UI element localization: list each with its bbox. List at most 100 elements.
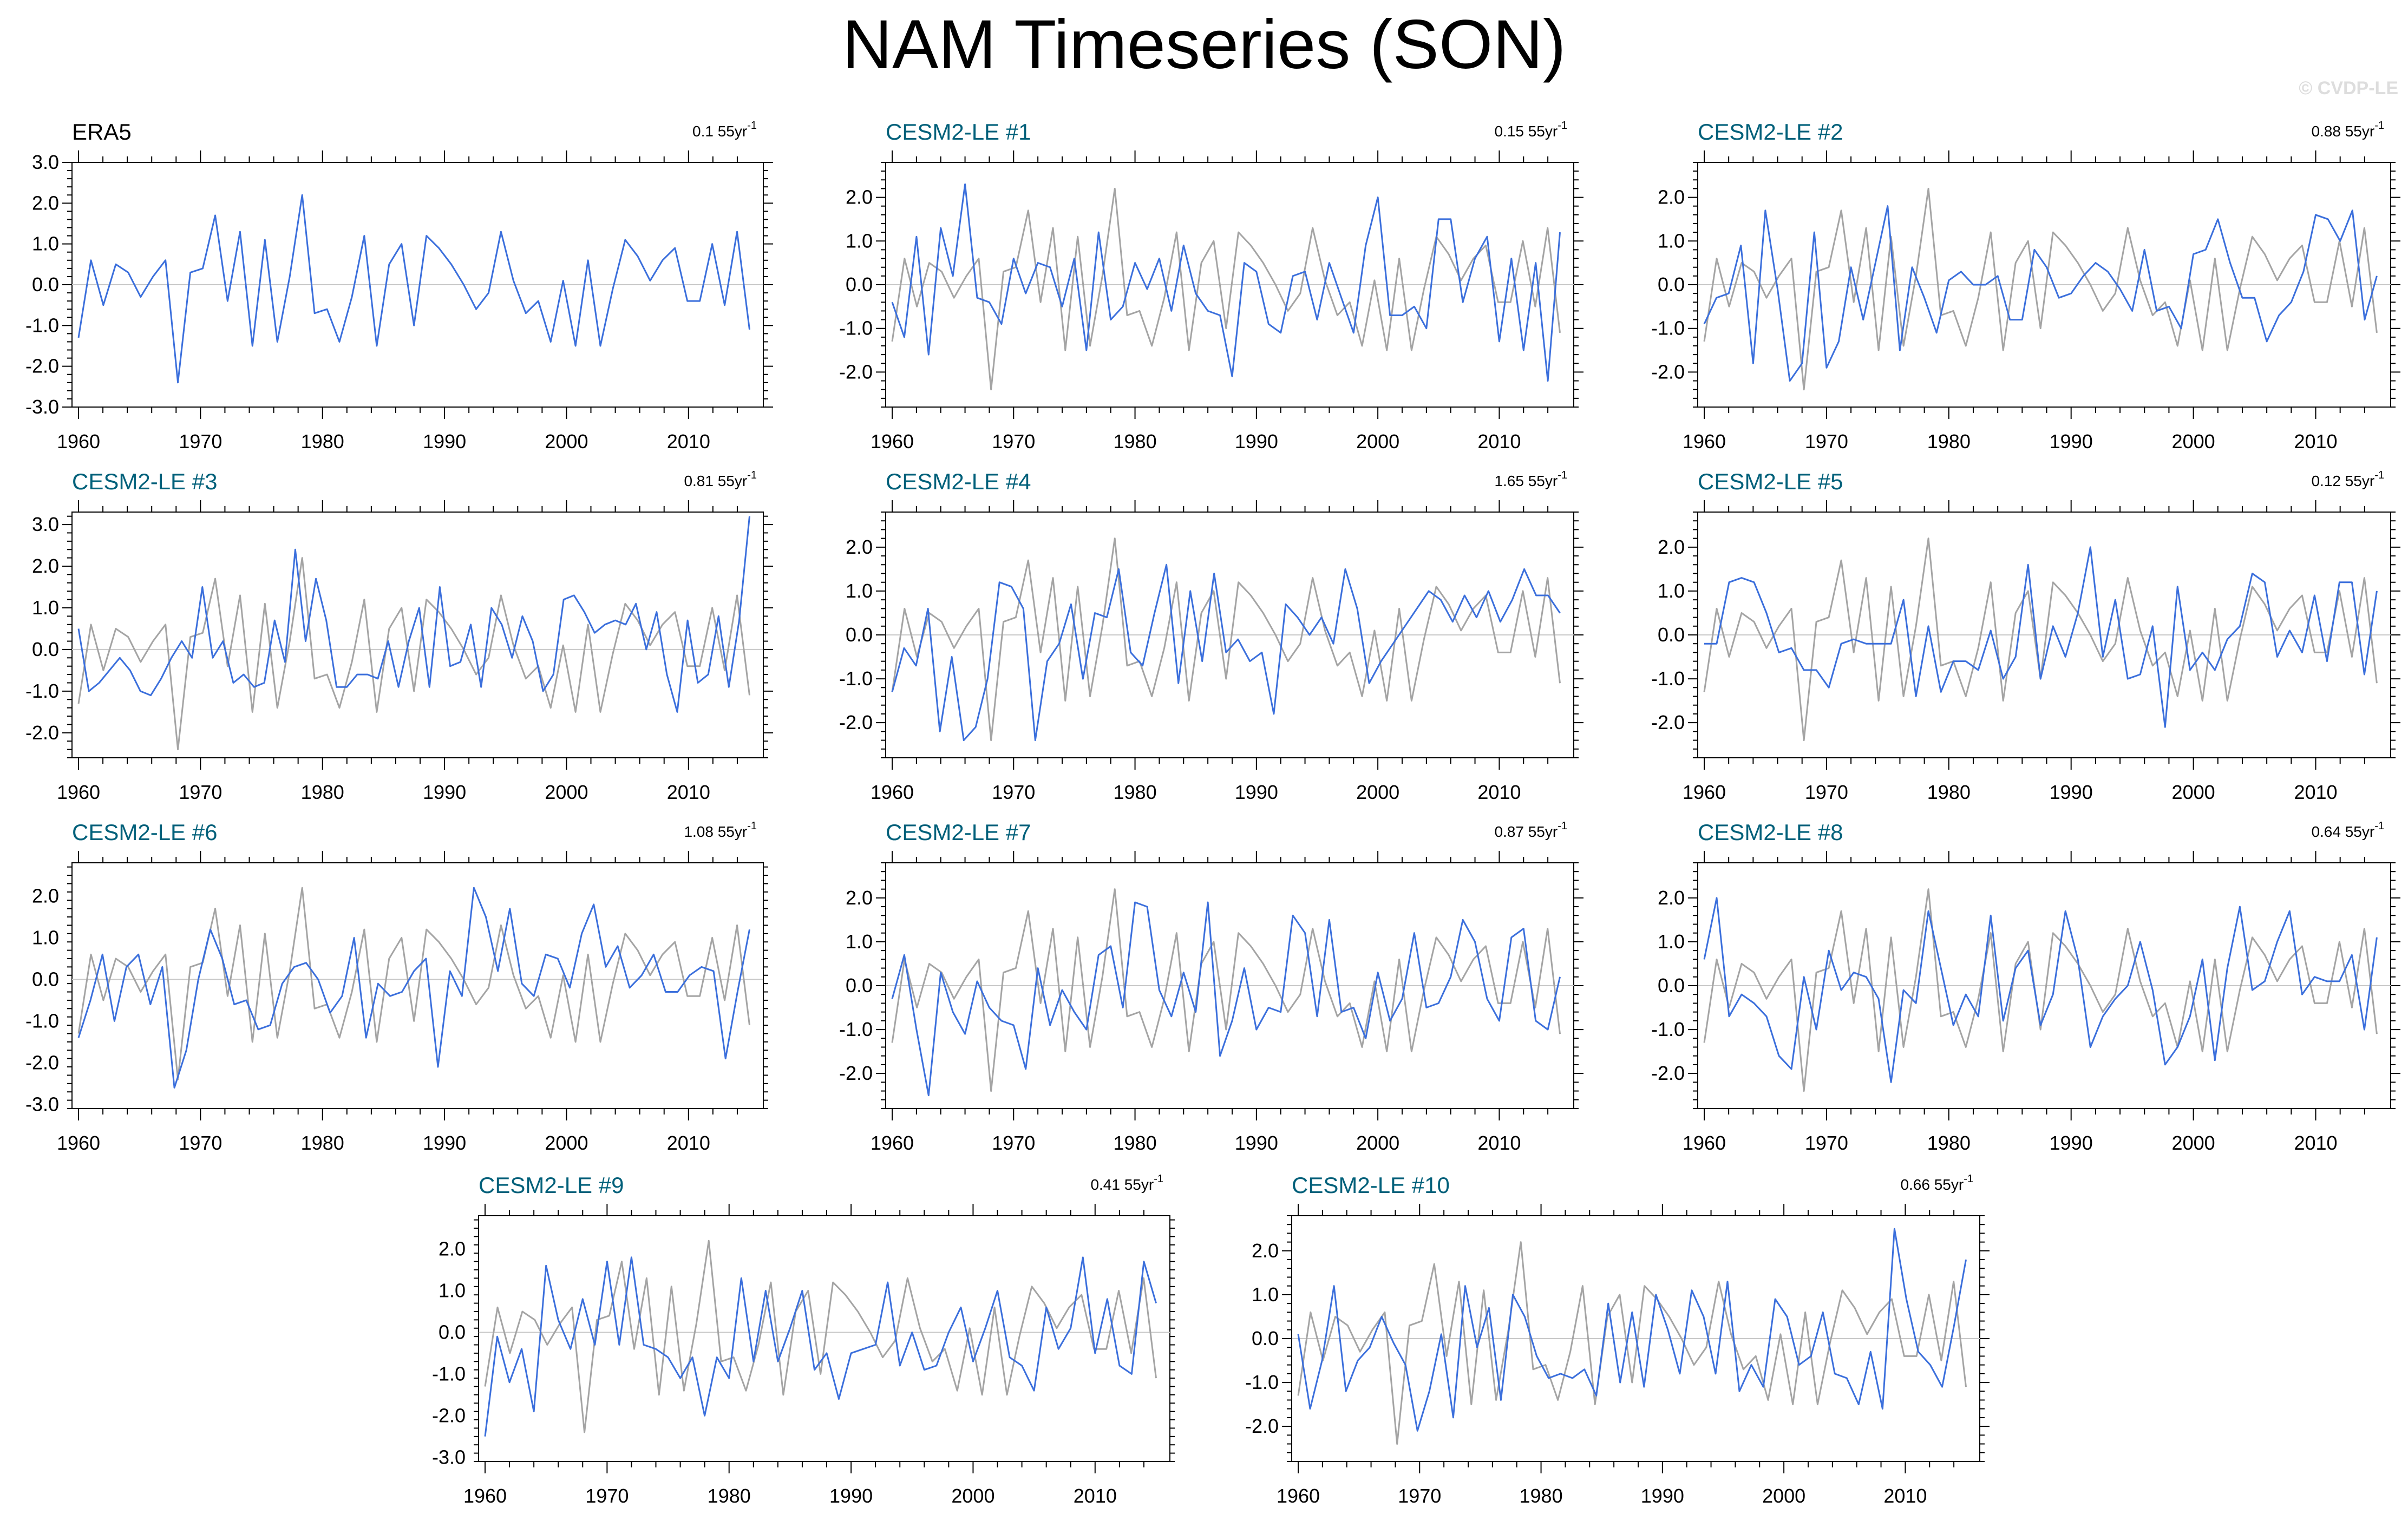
chart-panel: 2.0 1.0 0.0 -1.0 -2.0 1960 1970 1980 1990 2000 201…	[839, 819, 1583, 1154]
trend-value: 0.41 55yr	[1090, 1176, 1154, 1193]
y-tick-label: -1.0	[1245, 1371, 1279, 1393]
y-tick-label: 0.0	[1658, 624, 1685, 646]
x-tick-label: 2010	[1477, 781, 1521, 803]
x-tick-label: 2000	[545, 1132, 588, 1154]
y-tick-label: -2.0	[839, 360, 873, 383]
y-tick-label: 3.0	[32, 151, 59, 173]
y-tick-label: -2.0	[1651, 360, 1685, 383]
x-tick-label: 1980	[301, 1132, 344, 1154]
trend-value: 1.08 55yr	[684, 823, 747, 840]
y-tick-label: 1.0	[32, 927, 59, 949]
y-tick-label: 0.0	[32, 968, 59, 990]
y-tick-label: 0.0	[1658, 273, 1685, 296]
trend-exponent: -1	[2374, 820, 2384, 832]
y-tick-label: 1.0	[846, 930, 873, 953]
y-tick-label: -1.0	[1651, 1018, 1685, 1040]
series-line-member	[891, 183, 1561, 382]
x-tick-label: 2000	[2172, 430, 2215, 453]
series-line-observed	[77, 887, 750, 1080]
series-line-member	[1297, 1228, 1967, 1432]
y-tick-label: 1.0	[1658, 230, 1685, 252]
y-tick-label: 1.0	[32, 233, 59, 255]
x-tick-label: 2010	[667, 430, 710, 453]
trend-label: 0.88 55yr-1	[2311, 120, 2384, 140]
y-tick-label: 0.0	[846, 624, 873, 646]
panel-title: CESM2-LE #2	[1698, 119, 1843, 145]
series-line-observed	[891, 187, 1561, 391]
y-tick-label: 0.0	[1658, 974, 1685, 996]
y-tick-label: 2.0	[846, 536, 873, 558]
x-tick-label: 2010	[2294, 781, 2337, 803]
y-tick-label: -2.0	[25, 355, 59, 377]
series-line-member	[77, 887, 750, 1089]
x-tick-label: 2010	[1477, 430, 1521, 453]
y-tick-label: -1.0	[1651, 667, 1685, 690]
trend-label: 0.1 55yr-1	[692, 120, 757, 140]
x-tick-label: 1970	[1805, 430, 1848, 453]
y-tick-label: 0.0	[846, 974, 873, 996]
y-tick-label: 0.0	[439, 1321, 466, 1343]
chart-panel: 2.0 1.0 0.0 -1.0 -2.0 1960 1970 1980 1990 2000 201…	[1651, 119, 2400, 453]
y-tick-label: -2.0	[1651, 1062, 1685, 1084]
series-line-member	[891, 563, 1561, 742]
x-tick-label: 1960	[871, 781, 914, 803]
trend-exponent: -1	[1964, 1173, 1973, 1185]
trend-value: 1.65 55yr	[1494, 473, 1558, 489]
y-tick-label: -1.0	[25, 1009, 59, 1032]
x-tick-label: 1990	[829, 1485, 873, 1507]
y-tick-label: 0.0	[1252, 1327, 1279, 1349]
y-tick-label: 1.0	[1658, 930, 1685, 953]
y-tick-label: -2.0	[839, 711, 873, 733]
trend-label: 1.65 55yr-1	[1494, 469, 1567, 489]
x-tick-label: 1960	[57, 781, 100, 803]
x-tick-label: 1970	[585, 1485, 629, 1507]
y-tick-label: 1.0	[846, 580, 873, 602]
x-tick-label: 2000	[1762, 1485, 1805, 1507]
y-tick-label: 1.0	[1658, 580, 1685, 602]
x-tick-label: 1970	[1805, 1132, 1848, 1154]
chart-panel: 2.0 1.0 0.0 -1.0 -2.0 1960 1970 1980 1990 2000 201…	[1651, 469, 2400, 803]
series-line-member	[77, 516, 750, 713]
series-line-member	[1703, 897, 2378, 1083]
x-tick-label: 1960	[463, 1485, 507, 1507]
trend-label: 0.87 55yr-1	[1494, 820, 1567, 840]
x-tick-label: 1960	[871, 1132, 914, 1154]
x-tick-label: 1960	[1277, 1485, 1320, 1507]
panel-title: CESM2-LE #6	[72, 819, 217, 845]
series-line-member	[891, 901, 1561, 1097]
y-tick-label: -3.0	[432, 1446, 466, 1468]
y-tick-label: 0.0	[32, 273, 59, 296]
x-tick-label: 1990	[423, 1132, 466, 1154]
chart-panel: 3.0 2.0 1.0 0.0 -1.0 -2.0 1960 1970 1980 1990 2000…	[25, 469, 773, 803]
y-tick-label: 2.0	[32, 555, 59, 577]
y-tick-label: -1.0	[432, 1362, 466, 1385]
x-tick-label: 1990	[1235, 781, 1278, 803]
x-tick-label: 1970	[179, 430, 222, 453]
x-tick-label: 1980	[1927, 1132, 1971, 1154]
y-tick-label: 1.0	[1252, 1283, 1279, 1306]
y-tick-label: 2.0	[846, 887, 873, 909]
trend-exponent: -1	[747, 120, 757, 132]
x-tick-label: 2010	[1477, 1132, 1521, 1154]
chart-panel: 3.0 2.0 1.0 0.0 -1.0 -2.0 -3.0 1960 1970 1980 1990…	[25, 119, 773, 453]
x-tick-label: 1960	[871, 430, 914, 453]
x-tick-label: 1980	[1114, 1132, 1157, 1154]
page-title: NAM Timeseries (SON)	[842, 6, 1566, 83]
y-tick-label: -1.0	[839, 1018, 873, 1040]
y-tick-label: -1.0	[25, 680, 59, 702]
trend-exponent: -1	[747, 469, 757, 481]
trend-label: 0.81 55yr-1	[684, 469, 757, 489]
trend-exponent: -1	[1558, 469, 1567, 481]
x-tick-label: 1980	[1114, 781, 1157, 803]
panel-title: CESM2-LE #3	[72, 469, 217, 494]
x-tick-label: 1960	[1683, 781, 1726, 803]
x-tick-label: 2000	[545, 781, 588, 803]
series-line-member	[1703, 205, 2378, 382]
panel-title: CESM2-LE #4	[886, 469, 1031, 494]
x-tick-label: 2010	[1883, 1485, 1927, 1507]
x-tick-label: 1990	[1235, 1132, 1278, 1154]
x-tick-label: 2010	[667, 781, 710, 803]
x-tick-label: 1990	[1641, 1485, 1684, 1507]
x-tick-label: 1970	[179, 1132, 222, 1154]
y-tick-label: 0.0	[846, 273, 873, 296]
